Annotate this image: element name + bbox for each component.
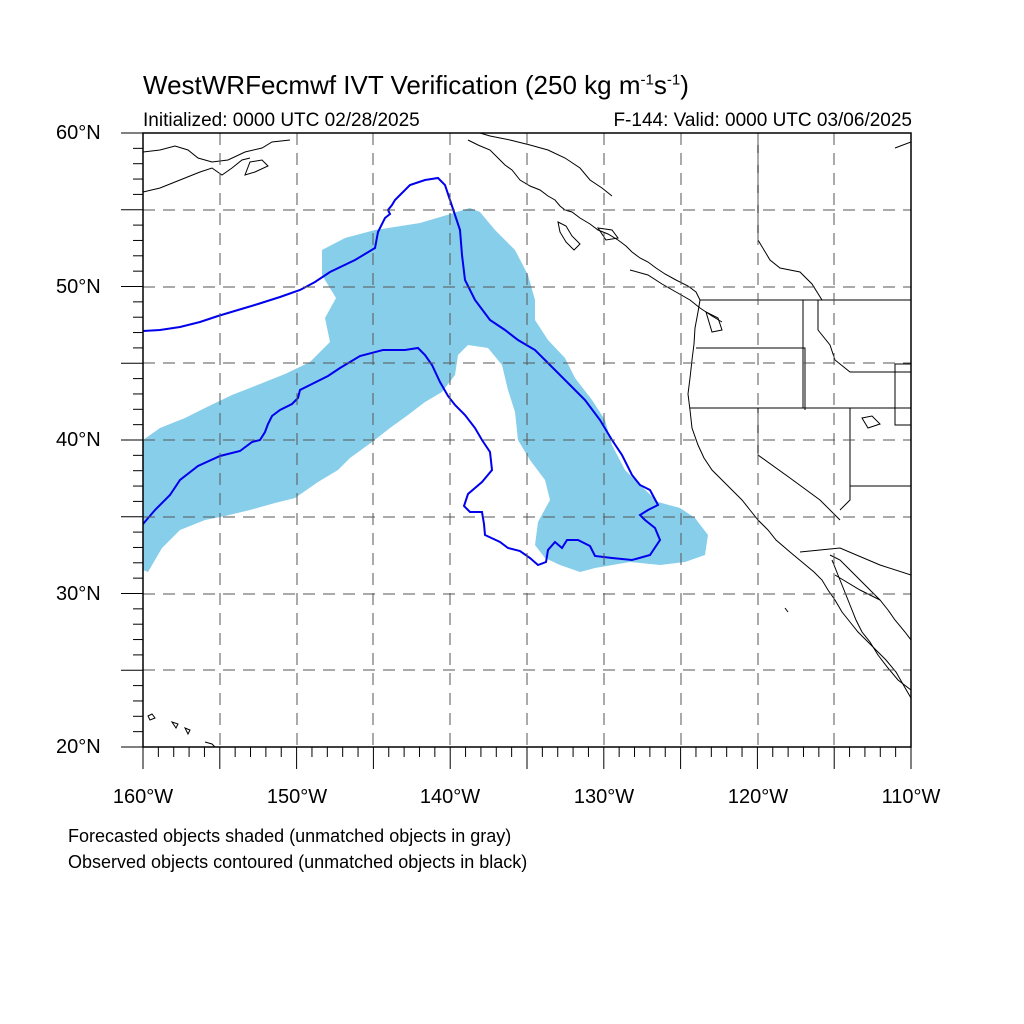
lat-label-50n: 50°N [56, 276, 101, 298]
lon-label-140w: 140°W [419, 786, 481, 808]
coastlines [143, 133, 911, 747]
lon-label-120w: 120°W [727, 786, 789, 808]
lat-label-30n: 30°N [56, 583, 101, 605]
forecast-object-shading [143, 208, 708, 572]
legend-forecast-note: Forecasted objects shaded (unmatched obj… [68, 826, 512, 846]
map-title: WestWRFecmwf IVT Verification (250 kg m-… [143, 70, 689, 100]
lon-label-160w: 160°W [112, 786, 174, 808]
lat-label-20n: 20°N [56, 736, 101, 758]
lat-label-60n: 60°N [56, 122, 101, 144]
lon-label-150w: 150°W [266, 786, 328, 808]
lat-label-40n: 40°N [56, 429, 101, 451]
lat-lon-grid [143, 133, 911, 747]
axis-ticks [121, 132, 912, 769]
lon-label-130w: 130°W [573, 786, 635, 808]
valid-time: F-144: Valid: 0000 UTC 03/06/2025 [613, 110, 912, 131]
state-borders [690, 133, 911, 601]
initialized-time: Initialized: 0000 UTC 02/28/2025 [143, 110, 420, 131]
observed-object-contour [143, 176, 662, 567]
lon-label-110w: 110°W [881, 786, 941, 808]
legend-observed-note: Observed objects contoured (unmatched ob… [68, 852, 528, 872]
